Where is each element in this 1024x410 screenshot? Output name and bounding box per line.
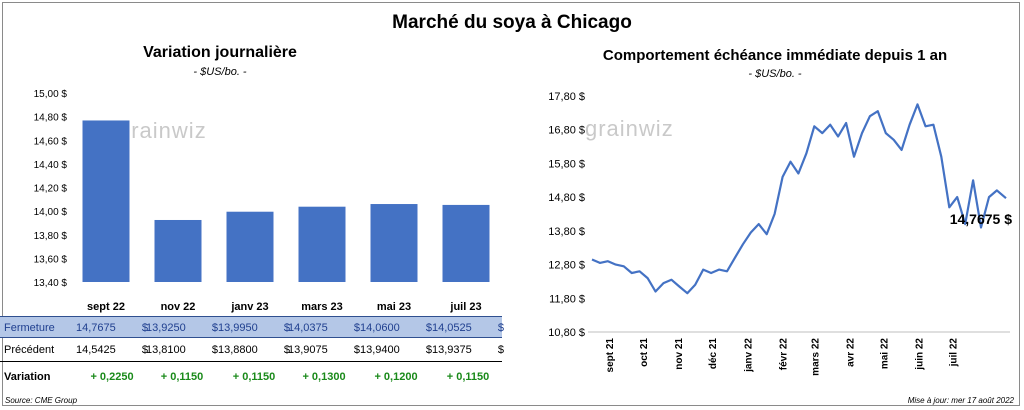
- bar: [82, 120, 130, 282]
- left-chart-subtitle: - $US/bo. -: [193, 66, 247, 78]
- cell-value: 13,9375: [432, 344, 472, 356]
- y-tick-label: 14,00 $: [34, 207, 68, 218]
- cell-value: 13,9075: [288, 344, 328, 356]
- variation-cell: + 0,1300: [302, 371, 346, 383]
- y-tick-label: 17,80 $: [548, 91, 585, 103]
- daily-variation-bar-chart: 13,40 $ 13,60 $ 13,80 $ 14,00 $ 14,20 $ 14,40…: [34, 89, 490, 313]
- cell-currency: $: [497, 344, 504, 356]
- y-tick-label: 13,80 $: [548, 226, 585, 238]
- y-tick-label: 11,80 $: [549, 293, 585, 305]
- x-tick-label: déc 21: [708, 338, 719, 370]
- variation-cell: + 0,1150: [232, 371, 276, 383]
- table-row-variation: Variation + 0,2250 + 0,1150 + 0,1150 + 0,13…: [0, 366, 502, 388]
- bar: [298, 206, 346, 282]
- bar: [442, 204, 490, 282]
- y-tick-label: 14,60 $: [34, 136, 68, 147]
- main-title: Marché du soya à Chicago: [392, 12, 632, 33]
- x-tick-label: janv 22: [743, 338, 754, 373]
- table-row-fermeture: Fermeture 14,7675 $13,9250 $13,9950 $14,037…: [0, 316, 504, 338]
- right-chart-title: Comportement échéance immédiate depuis 1…: [602, 47, 948, 64]
- right-chart-subtitle: - $US/bo. -: [748, 68, 802, 80]
- cell-value: 14,0375: [288, 322, 328, 334]
- y-tick-label: 13,80 $: [34, 231, 68, 242]
- price-series-line: [591, 103, 1007, 295]
- cell-currency: $: [283, 322, 290, 334]
- row-label: Fermeture: [4, 322, 55, 334]
- x-category-label: janv 23: [230, 301, 268, 313]
- left-chart-title: Variation journalière: [143, 44, 297, 61]
- cell-value: 13,8100: [146, 344, 186, 356]
- y-tick-label: 14,20 $: [34, 184, 68, 195]
- cell-currency: $: [211, 344, 218, 356]
- left-watermark: grainwiz: [118, 118, 207, 143]
- x-category-label: juil 23: [449, 301, 481, 313]
- cell-value: 13,9950: [218, 322, 258, 334]
- x-tick-label: nov 21: [674, 338, 685, 370]
- update-note: Mise à jour: mer 17 août 2022: [907, 396, 1014, 405]
- cell-currency: $: [353, 322, 360, 334]
- right-watermark: grainwiz: [585, 116, 674, 141]
- y-tick-label: 12,80 $: [548, 260, 585, 272]
- cell-currency: $: [141, 344, 148, 356]
- last-value-label: 14,7675 $: [950, 211, 1012, 227]
- variation-cell: + 0,2250: [90, 371, 134, 383]
- x-tick-label: févr 22: [779, 338, 790, 371]
- cell-value: 14,0600: [360, 322, 400, 334]
- table-row-precedent: Précédent 14,5425 $13,8100 $13,8800 $13,907…: [0, 339, 504, 362]
- x-category-label: mars 23: [301, 301, 343, 313]
- cell-value: 13,9250: [146, 322, 186, 334]
- cell-currency: $: [497, 322, 504, 334]
- variation-cell: + 0,1150: [446, 371, 490, 383]
- x-tick-label: mai 22: [880, 338, 891, 370]
- y-tick-label: 16,80 $: [548, 125, 585, 137]
- cell-currency: $: [283, 344, 290, 356]
- x-tick-label: juil 22: [949, 338, 960, 368]
- y-tick-label: 15,80 $: [548, 158, 585, 170]
- cell-currency: $: [353, 344, 360, 356]
- cell-value: 14,0525: [432, 322, 472, 334]
- cell-value: 14,7675: [76, 322, 116, 334]
- y-tick-label: 13,60 $: [34, 254, 68, 265]
- y-tick-label: 13,40 $: [34, 278, 68, 289]
- row-label: Variation: [4, 371, 51, 383]
- bar: [154, 219, 202, 282]
- x-tick-label: sept 21: [605, 338, 616, 373]
- cell-currency: $: [141, 322, 148, 334]
- y-tick-label: 14,80 $: [34, 113, 68, 124]
- y-tick-label: 14,80 $: [548, 192, 585, 204]
- source-note: Source: CME Group: [5, 396, 78, 405]
- cell-currency: $: [211, 322, 218, 334]
- y-tick-label: 10,80 $: [548, 327, 585, 339]
- y-tick-label: 15,00 $: [34, 89, 68, 100]
- row-label: Précédent: [4, 344, 55, 356]
- cell-value: 14,5425: [76, 344, 116, 356]
- variation-cell: + 0,1200: [374, 371, 418, 383]
- x-tick-label: avr 22: [845, 338, 856, 367]
- chart-frame: [2, 2, 1020, 406]
- cell-currency: $: [425, 344, 432, 356]
- bar: [226, 211, 274, 282]
- x-category-label: sept 22: [87, 301, 125, 313]
- cell-currency: $: [425, 322, 432, 334]
- x-tick-label: oct 21: [639, 338, 650, 367]
- bar: [370, 204, 418, 282]
- cell-value: 13,8800: [218, 344, 258, 356]
- x-tick-label: juin 22: [915, 338, 926, 371]
- cell-value: 13,9400: [360, 344, 400, 356]
- y-tick-label: 14,40 $: [34, 160, 68, 171]
- x-category-label: mai 23: [377, 301, 411, 313]
- variation-cell: + 0,1150: [160, 371, 204, 383]
- x-category-label: nov 22: [161, 301, 196, 313]
- x-tick-label: mars 22: [810, 338, 821, 376]
